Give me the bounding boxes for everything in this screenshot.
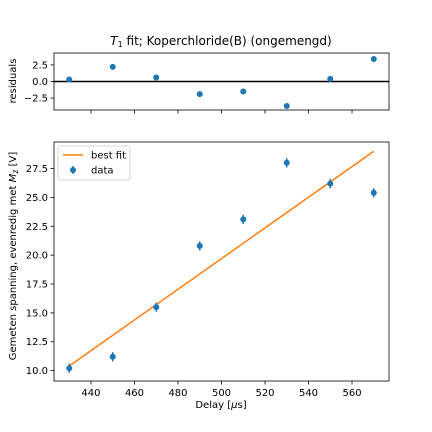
residual-point <box>283 103 290 110</box>
residuals-panel: T1 fit; Koperchloride(B) (ongemengd) −2.… <box>8 34 390 114</box>
y-label-prefix: Gemeten spanning, evenredig met <box>8 182 19 360</box>
fit-x-tick-label: 500 <box>212 388 231 399</box>
fit-x-ticks: 440 460 480 500 520 540 560 <box>81 381 362 399</box>
residuals-axes-frame <box>53 52 390 111</box>
data-point <box>153 304 160 311</box>
fit-y-ticks: 10.0 12.5 15.0 17.5 20.0 22.5 25.0 27.5 <box>26 164 54 377</box>
title-symbol: T <box>110 34 119 48</box>
residual-point <box>196 91 203 98</box>
fit-axes-frame <box>53 141 390 382</box>
fit-x-tick-label: 540 <box>299 388 318 399</box>
residual-point <box>153 74 160 81</box>
title-rest: fit; Koperchloride(B) (ongemengd) <box>123 34 332 48</box>
residual-point <box>327 75 334 82</box>
title-subscript: 1 <box>118 40 123 49</box>
residual-point <box>370 55 377 62</box>
fit-y-tick-label: 10.0 <box>26 366 48 377</box>
residuals-y-tick-label: 0.0 <box>32 77 48 88</box>
data-points <box>66 158 377 373</box>
data-point <box>327 180 334 187</box>
data-point <box>109 353 116 360</box>
data-point <box>370 189 377 196</box>
x-label-greek: μ <box>230 400 237 411</box>
legend-fit-label: best fit <box>91 151 126 162</box>
fit-y-tick-label: 12.5 <box>26 337 48 348</box>
fit-x-tick-label: 440 <box>81 388 100 399</box>
fit-y-tick-label: 17.5 <box>26 280 48 291</box>
fit-x-label: Delay [μs] <box>195 400 246 411</box>
best-fit-line <box>68 150 375 367</box>
residuals-points <box>66 55 377 110</box>
residuals-y-label: residuals <box>8 59 19 104</box>
residuals-x-ticks <box>90 110 353 114</box>
data-point <box>196 242 203 249</box>
residual-point <box>66 76 73 83</box>
fit-y-label: Gemeten spanning, evenredig met Mz [V] <box>8 152 20 361</box>
fit-y-tick-label: 22.5 <box>26 222 48 233</box>
data-point <box>240 216 247 223</box>
residual-point <box>240 88 247 95</box>
residuals-y-tick-label: 2.5 <box>32 60 48 71</box>
data-point <box>283 159 290 166</box>
fit-y-tick-label: 27.5 <box>26 164 48 175</box>
fit-x-tick-label: 480 <box>168 388 187 399</box>
fit-y-tick-label: 25.0 <box>26 193 48 204</box>
y-label-subscript: z <box>11 170 20 174</box>
y-label-suffix: [V] <box>8 152 19 170</box>
chart-title: T1 fit; Koperchloride(B) (ongemengd) <box>110 34 331 49</box>
fit-x-tick-label: 560 <box>342 388 361 399</box>
fit-y-tick-label: 20.0 <box>26 251 48 262</box>
fit-x-tick-label: 520 <box>255 388 274 399</box>
residuals-y-tick-label: −2.5 <box>24 94 48 105</box>
legend-data-marker <box>70 167 76 173</box>
fit-panel: 10.012.515.017.520.022.525.027.5 440 460 4… <box>8 141 390 411</box>
x-label-unit: s] <box>238 400 247 411</box>
fit-x-tick-label: 460 <box>125 388 144 399</box>
x-label-prefix: Delay [ <box>195 400 231 411</box>
fit-y-tick-label: 15.0 <box>26 308 48 319</box>
y-label-symbol: M <box>8 173 19 182</box>
legend-data-label: data <box>91 166 114 177</box>
data-point <box>66 365 73 372</box>
residuals-y-ticks: −2.5 0.0 2.5 <box>24 60 54 105</box>
residual-point <box>109 63 116 70</box>
legend: best fit data <box>57 145 131 181</box>
